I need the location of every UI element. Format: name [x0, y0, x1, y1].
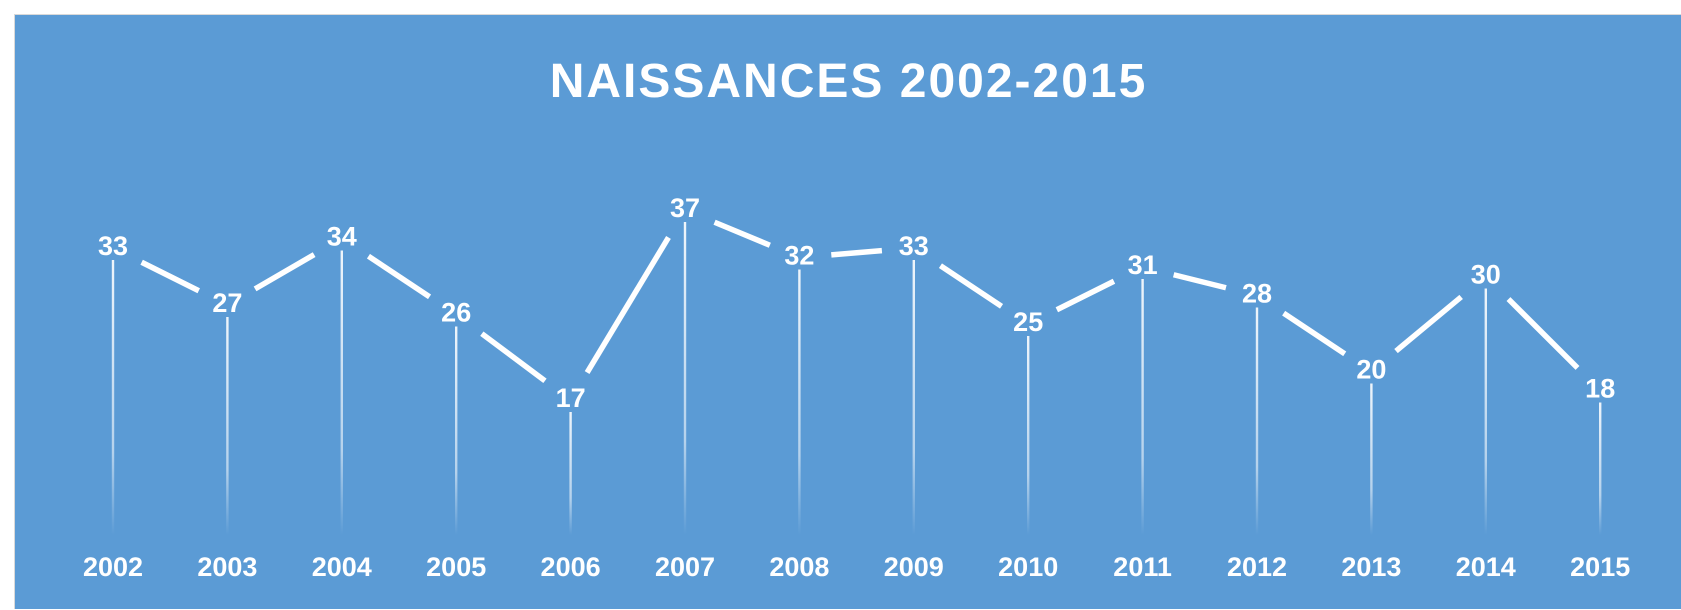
drop-line	[912, 260, 915, 535]
drop-line	[1599, 402, 1602, 535]
drop-line	[1370, 383, 1373, 535]
x-tick-label: 2004	[312, 552, 372, 582]
series-line-segment	[1055, 278, 1116, 313]
x-tick-label: 2003	[197, 552, 257, 582]
x-tick-label: 2009	[884, 552, 944, 582]
x-tick-label: 2013	[1341, 552, 1401, 582]
drop-line	[683, 222, 687, 535]
chart-panel: NAISSANCES 2002-2015 33 27 34 26 17 37 32 33 25 3…	[14, 14, 1681, 609]
data-label: 37	[670, 193, 700, 223]
drop-line	[455, 326, 458, 535]
data-label: 31	[1128, 250, 1158, 280]
drop-line	[226, 317, 229, 535]
data-label: 17	[556, 383, 586, 413]
x-tick-label: 2005	[426, 552, 486, 582]
drop-line	[1484, 288, 1487, 535]
series-line-segment	[713, 219, 771, 248]
data-label: 20	[1356, 355, 1386, 385]
chart-title: NAISSANCES 2002-2015	[549, 55, 1148, 108]
series-line-segment	[584, 235, 671, 375]
series-line-segment	[140, 259, 200, 294]
x-tick-label: 2011	[1113, 552, 1172, 582]
series-line	[140, 219, 1580, 384]
data-label: 34	[327, 222, 357, 252]
series-line-segment	[480, 331, 547, 384]
x-tick-label: 2008	[769, 552, 829, 582]
x-tick-label: 2002	[83, 552, 143, 582]
series-line-segment	[938, 263, 1004, 309]
x-tick-label: 2010	[998, 552, 1058, 582]
data-label: 33	[98, 231, 128, 261]
drop-line	[569, 412, 572, 535]
series-line-segment	[831, 247, 883, 258]
data-labels: 33 27 34 26 17 37 32 33 25 31 28 20 30 18	[98, 193, 1615, 413]
x-axis-tick-labels: 2002 2003 2004 2005 2006 2007 2008 2009 2010 2011…	[83, 552, 1630, 582]
series-line-segment	[1172, 272, 1227, 291]
data-label: 27	[212, 288, 242, 318]
drop-line	[1027, 336, 1030, 535]
data-label: 28	[1242, 279, 1272, 309]
series-line-segment	[1506, 297, 1580, 370]
data-label: 26	[441, 298, 471, 328]
data-label: 33	[899, 231, 929, 261]
drop-line	[111, 260, 115, 535]
drop-line	[798, 269, 801, 535]
series-line-segment	[366, 253, 432, 300]
data-label: 25	[1013, 307, 1043, 337]
drop-line	[1255, 307, 1259, 535]
x-tick-label: 2014	[1456, 552, 1516, 582]
x-tick-label: 2012	[1227, 552, 1287, 582]
data-label: 32	[784, 241, 814, 271]
drop-line	[340, 250, 343, 535]
x-tick-label: 2006	[541, 552, 601, 582]
series-line-segment	[253, 252, 316, 292]
drop-lines	[111, 222, 1602, 535]
drop-line	[1141, 279, 1144, 535]
x-tick-label: 2007	[655, 552, 715, 582]
data-label: 30	[1471, 260, 1501, 290]
series-line-segment	[1394, 294, 1463, 354]
data-label: 18	[1585, 374, 1615, 404]
x-tick-label: 2015	[1570, 552, 1630, 582]
series-line-segment	[1282, 310, 1347, 357]
